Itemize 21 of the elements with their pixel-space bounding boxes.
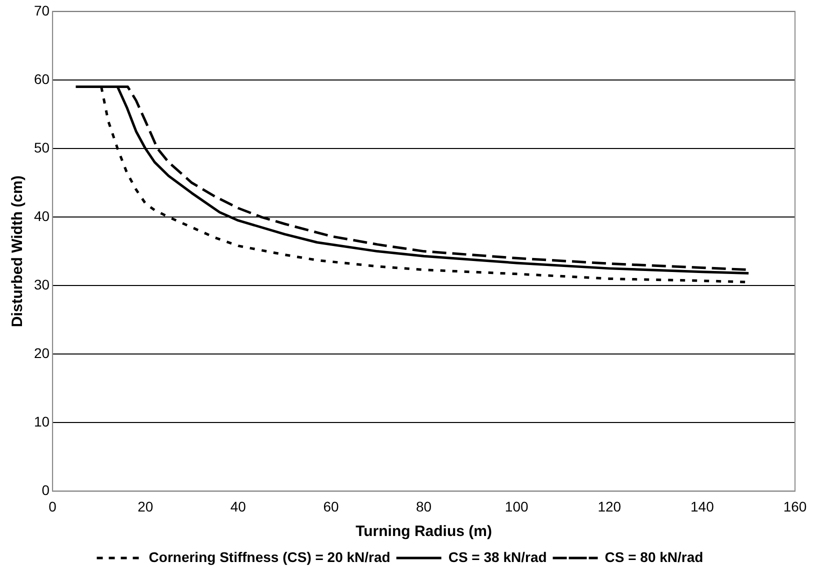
x-tick-label: 140: [690, 498, 714, 514]
y-tick-label: 30: [34, 276, 50, 292]
x-tick-label: 40: [230, 498, 246, 514]
x-tick-label: 60: [323, 498, 339, 514]
x-tick-label: 80: [416, 498, 432, 514]
y-axis-title: Disturbed Width (cm): [9, 176, 26, 328]
y-tick-label: 40: [34, 208, 50, 224]
x-tick-label: 120: [598, 498, 622, 514]
y-tick-label: 20: [34, 344, 50, 361]
x-tick-label: 100: [504, 498, 528, 514]
y-tick-label: 0: [42, 482, 50, 498]
x-axis-title: Turning Radius (m): [356, 523, 492, 540]
y-tick-label: 70: [34, 2, 50, 18]
legend-label: CS = 80 kN/rad: [604, 548, 704, 565]
legend-label: CS = 38 kN/rad: [448, 548, 547, 565]
x-tick-label: 20: [138, 498, 154, 514]
y-tick-label: 60: [34, 70, 50, 87]
y-tick-label: 10: [34, 414, 50, 430]
y-tick-label: 50: [34, 139, 50, 156]
x-tick-label: 160: [783, 498, 807, 514]
legend-label: Cornering Stiffness (CS) = 20 kN/rad: [148, 548, 390, 565]
